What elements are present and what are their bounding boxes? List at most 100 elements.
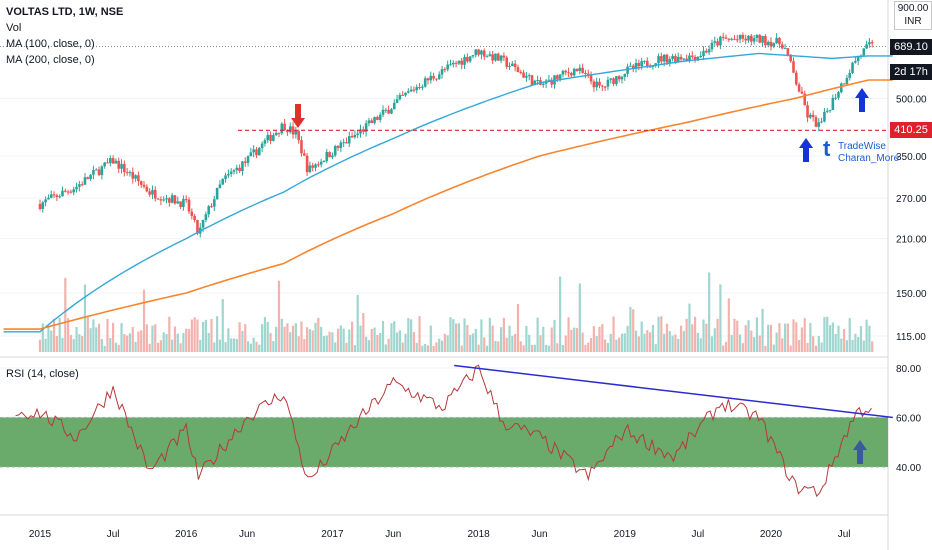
volume-bar bbox=[103, 345, 106, 352]
volume-bar bbox=[120, 323, 123, 352]
volume-bar bbox=[362, 313, 365, 352]
volume-bar bbox=[702, 319, 705, 352]
candle-body bbox=[817, 122, 821, 127]
candle-body bbox=[437, 74, 441, 79]
candle-body bbox=[592, 81, 596, 88]
candle-body bbox=[862, 48, 866, 56]
candle-body bbox=[831, 97, 835, 110]
volume-bar bbox=[322, 335, 326, 352]
candle-body bbox=[516, 67, 520, 73]
volume-bar bbox=[159, 340, 162, 352]
candle-body bbox=[834, 97, 837, 99]
volume-bar bbox=[196, 319, 199, 352]
price-tick-label: 270.00 bbox=[896, 194, 927, 205]
candle-body bbox=[224, 175, 227, 179]
candle-body bbox=[339, 142, 343, 148]
candle-body bbox=[480, 50, 483, 55]
volume-bar bbox=[320, 326, 323, 352]
candle-body bbox=[336, 146, 340, 148]
candle-body bbox=[367, 120, 371, 124]
candle-body bbox=[353, 134, 357, 138]
candle-body bbox=[288, 126, 292, 133]
candle-body bbox=[499, 55, 503, 61]
candle-body bbox=[741, 34, 745, 39]
candle-body bbox=[120, 163, 123, 169]
candle-body bbox=[806, 105, 809, 118]
volume-bar bbox=[387, 338, 390, 352]
candle-body bbox=[66, 191, 70, 193]
candle-body bbox=[331, 155, 334, 158]
volume-bar bbox=[550, 327, 553, 352]
candle-body bbox=[137, 175, 140, 182]
candle-body bbox=[634, 63, 638, 69]
candle-body bbox=[688, 55, 691, 61]
volume-bar bbox=[871, 341, 874, 352]
candle-body bbox=[477, 49, 480, 55]
volume-bar bbox=[626, 325, 629, 352]
volume-bar bbox=[803, 318, 806, 352]
candle-body bbox=[482, 50, 486, 57]
volume-bar bbox=[395, 332, 399, 352]
candle-body bbox=[103, 162, 106, 167]
candle-body bbox=[454, 62, 458, 64]
candle-body bbox=[502, 55, 506, 58]
volume-bar bbox=[741, 343, 744, 352]
candle-body bbox=[643, 60, 646, 62]
volume-bar bbox=[221, 299, 224, 352]
volume-bar bbox=[241, 330, 244, 352]
candle-body bbox=[356, 133, 360, 135]
volume-bar bbox=[663, 333, 666, 352]
volume-bar bbox=[246, 341, 250, 352]
volume-bar bbox=[868, 325, 871, 352]
candle-body bbox=[134, 175, 137, 179]
candle-body bbox=[578, 67, 582, 72]
candle-body bbox=[570, 73, 573, 76]
candle-body bbox=[218, 184, 222, 188]
volume-bar bbox=[440, 340, 444, 352]
candle-body bbox=[193, 215, 196, 221]
candle-body bbox=[89, 174, 92, 179]
volume-bar bbox=[426, 345, 430, 352]
candle-body bbox=[364, 123, 368, 132]
volume-bar bbox=[232, 338, 236, 352]
candle-body bbox=[547, 79, 551, 81]
candle-body bbox=[589, 75, 593, 82]
volume-bar bbox=[657, 316, 660, 352]
candle-body bbox=[100, 166, 104, 176]
price-tick-label: 350.00 bbox=[896, 152, 927, 163]
volume-bar bbox=[50, 330, 53, 352]
candle-body bbox=[556, 75, 559, 79]
candle-body bbox=[837, 92, 840, 98]
candle-body bbox=[766, 41, 770, 46]
candle-body bbox=[345, 142, 348, 144]
candle-body bbox=[108, 158, 112, 164]
volume-bar bbox=[688, 303, 691, 352]
candle-body bbox=[584, 72, 587, 74]
volume-bar bbox=[738, 334, 742, 352]
volume-bar bbox=[792, 319, 795, 352]
volume-bar bbox=[72, 339, 75, 352]
volume-bar bbox=[263, 317, 267, 352]
volume-bar bbox=[519, 341, 522, 352]
candle-body bbox=[623, 73, 627, 77]
rsi-tick-label: 60.00 bbox=[896, 414, 921, 425]
volume-bar bbox=[95, 327, 98, 352]
candle-body bbox=[342, 142, 345, 144]
volume-bar bbox=[140, 330, 143, 352]
candle-body bbox=[803, 93, 807, 106]
candle-body bbox=[443, 69, 447, 71]
volume-bar bbox=[266, 321, 269, 352]
candle-body bbox=[471, 55, 475, 57]
volume-bar bbox=[86, 316, 89, 352]
candle-body bbox=[660, 56, 663, 62]
candle-body bbox=[845, 77, 849, 85]
volume-bar bbox=[525, 325, 528, 352]
volume-bar bbox=[258, 344, 261, 352]
candle-body bbox=[168, 198, 171, 203]
candle-body bbox=[724, 37, 728, 39]
volume-bar bbox=[415, 342, 418, 352]
candle-body bbox=[283, 123, 286, 131]
volume-bar bbox=[826, 316, 829, 352]
candle-body bbox=[648, 66, 652, 68]
